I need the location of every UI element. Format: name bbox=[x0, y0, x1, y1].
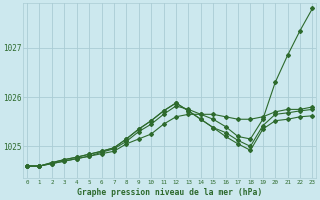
X-axis label: Graphe pression niveau de la mer (hPa): Graphe pression niveau de la mer (hPa) bbox=[77, 188, 262, 197]
